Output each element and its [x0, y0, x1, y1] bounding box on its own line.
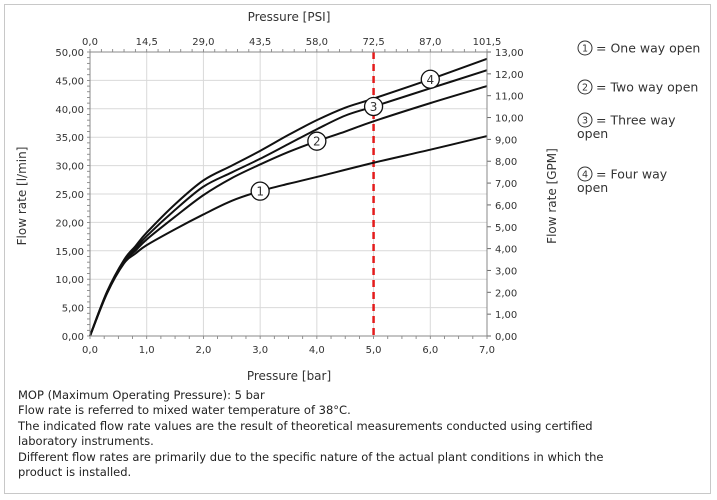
notes: MOP (Maximum Operating Pressure): 5 bar …: [18, 388, 698, 480]
series-marker-label-3: 3: [370, 100, 378, 114]
x-axis-title: Pressure [bar]: [247, 369, 331, 383]
axes: [87, 49, 491, 339]
y2-tick-label: 7,00: [495, 179, 517, 190]
x2-tick-label: 43,5: [249, 37, 271, 48]
y-tick-label: 30,00: [55, 162, 84, 173]
legend-marker-4: [577, 166, 593, 182]
y-tick-label: 10,00: [55, 275, 84, 286]
x-tick-label: 3,0: [252, 345, 268, 356]
y-tick-label: 40,00: [55, 105, 84, 116]
series-markers: 1 2 3 4: [250, 69, 440, 201]
note-temperature: Flow rate is referred to mixed water tem…: [18, 403, 351, 418]
y-tick-label: 25,00: [55, 190, 84, 201]
x2-tick-label: 101,5: [473, 37, 502, 48]
x2-axis-title: Pressure [PSI]: [248, 10, 331, 24]
x2-tick-label: 0,0: [82, 37, 98, 48]
y2-tick-label: 6,00: [495, 201, 517, 212]
x-tick-label: 6,0: [422, 345, 438, 356]
legend-entry-4-line2: open: [577, 180, 608, 195]
series-line-2: [89, 85, 488, 337]
y-axis-title: Flow rate [l/min]: [15, 147, 29, 246]
series-marker-4: [420, 69, 440, 89]
x-tick-label: 1,0: [139, 345, 155, 356]
series-marker-label-1: 1: [256, 185, 264, 199]
y2-tick-label: 0,00: [495, 332, 517, 343]
plot-area-border: [89, 51, 488, 337]
series-group: [89, 57, 488, 337]
legend-marker-2: [577, 79, 593, 95]
legend-marker-3: [577, 112, 593, 128]
y2-tick-label: 11,00: [495, 92, 524, 103]
x-tick-label: 4,0: [309, 345, 325, 356]
y2-tick-label: 13,00: [495, 48, 524, 59]
y2-tick-label: 9,00: [495, 135, 517, 146]
x-tick-label: 7,0: [479, 345, 495, 356]
note-measurement-line1: The indicated flow rate values are the r…: [18, 418, 593, 433]
y2-tick-label: 1,00: [495, 310, 517, 321]
y2-axis-title: Flow rate [GPM]: [545, 148, 559, 244]
x2-tick-label: 58,0: [306, 37, 328, 48]
note-mop: MOP (Maximum Operating Pressure): 5 bar: [18, 388, 265, 402]
x2-tick-label: 29,0: [192, 37, 214, 48]
y-tick-label: 20,00: [55, 218, 84, 229]
legend-marker-label-4: 4: [582, 170, 588, 181]
legend-marker-label-1: 1: [582, 44, 588, 55]
series-marker-3: [363, 96, 384, 117]
legend-marker-1: [577, 40, 593, 56]
series-marker-2: [307, 131, 327, 151]
y2-tick-label: 10,00: [495, 114, 524, 125]
note-plant-line1: Different flow rates are primarily due t…: [18, 449, 604, 464]
note-plant-line2: product is installed.: [18, 465, 132, 480]
x2-tick-label: 14,5: [136, 37, 158, 48]
y2-tick-label: 12,00: [495, 70, 524, 81]
y2-tick-label: 3,00: [495, 266, 517, 277]
legend-marker-label-2: 2: [582, 83, 588, 94]
y2-tick-label: 8,00: [495, 157, 517, 168]
x2-tick-label: 87,0: [419, 37, 441, 48]
series-marker-1: [250, 181, 270, 201]
series-marker-label-4: 4: [426, 73, 434, 87]
y-tick-label: 0,00: [62, 332, 84, 343]
y2-tick-label: 2,00: [495, 288, 517, 299]
legend-marker-label-3: 3: [582, 116, 588, 127]
y2-tick-label: 4,00: [495, 245, 517, 256]
y-tick-label: 50,00: [55, 48, 84, 59]
note-measurement-line2: laboratory instruments.: [18, 434, 154, 449]
legend-entry-3: = Three way: [596, 113, 676, 128]
tick-labels: 0,0 0,0 1,0 14,5 2,0 29,0 3,0 43,5 4,0 58,0 5,0 72,…: [55, 37, 523, 356]
y-tick-label: 45,00: [55, 76, 84, 87]
x-tick-label: 0,0: [82, 345, 98, 356]
legend: 1 = One way open 2 = Two way open 3 = Three w…: [577, 40, 700, 195]
legend-entry-4: = Four way: [596, 167, 668, 182]
y-tick-label: 5,00: [62, 304, 84, 315]
x-tick-label: 2,0: [195, 345, 211, 356]
y-tick-label: 35,00: [55, 133, 84, 144]
series-marker-label-2: 2: [313, 135, 321, 149]
x-tick-label: 5,0: [366, 345, 382, 356]
series-line-3: [89, 69, 488, 337]
x2-tick-label: 72,5: [362, 37, 384, 48]
grid: [90, 52, 487, 336]
legend-entry-1: = One way open: [596, 41, 700, 56]
legend-entry-2: = Two way open: [596, 80, 698, 95]
chart-frame: [4, 4, 711, 494]
legend-entry-3-line2: open: [577, 126, 608, 141]
y2-tick-label: 5,00: [495, 223, 517, 234]
y-tick-label: 15,00: [55, 247, 84, 258]
series-line-4: [89, 57, 488, 337]
